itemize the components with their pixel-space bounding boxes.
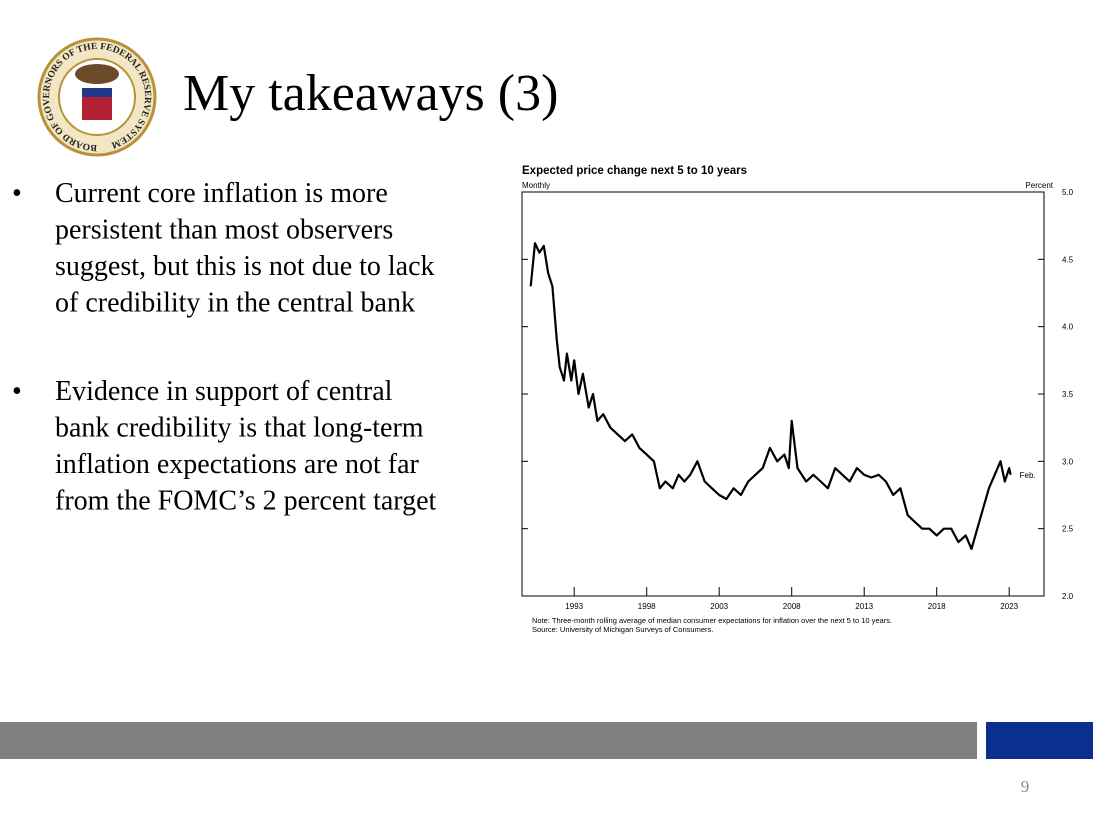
chart-source: Source: University of Michigan Surveys o… [532,625,713,634]
x-tick-label: 2003 [710,602,728,611]
x-tick-label: 2013 [855,602,873,611]
x-tick-label: 2023 [1000,602,1018,611]
bullet-line: suggest, but this is not due to lack [55,251,435,282]
bullet-line: persistent than most observers [55,215,393,246]
bullet-line: Current core inflation is more [55,178,388,209]
y-tick-label: 5.0 [1062,188,1074,197]
chart: Expected price change next 5 to 10 years… [521,165,1074,634]
chart-note: Note: Three-month rolling average of med… [532,616,892,625]
bullet-line: inflation expectations are not far [55,449,420,480]
footer-accent [986,722,1093,759]
x-tick-label: 2018 [928,602,946,611]
bullet-dot: • [12,376,22,407]
seal-eagle [75,64,119,84]
chart-title: Expected price change next 5 to 10 years [522,165,747,177]
seal: BOARD OF GOVERNORS OF THE FEDERAL RESERV… [37,37,157,157]
footer-bar [0,722,977,759]
x-tick-label: 1993 [565,602,583,611]
data-line [529,242,1012,550]
y-axis-label: Percent [1025,181,1053,190]
bullet-line: from the FOMC’s 2 percent target [55,486,437,517]
slide-title: My takeaways (3) [183,65,558,122]
y-tick-label: 3.5 [1062,390,1074,399]
bullet-line: of credibility in the central bank [55,288,415,319]
bullet-list: • Current core inflation is more persisten… [12,178,437,517]
y-tick-label: 2.5 [1062,525,1074,534]
x-tick-label: 1998 [638,602,656,611]
y-tick-label: 2.0 [1062,592,1074,601]
y-tick-label: 4.0 [1062,323,1074,332]
chart-subtitle: Monthly [522,181,550,190]
y-tick-label: 4.5 [1062,255,1074,264]
seal-shield-top [82,88,112,97]
bullet-dot: • [12,178,22,209]
bullet-line: Evidence in support of central [55,376,393,407]
page-number: 9 [1021,777,1030,796]
y-tick-label: 3.0 [1062,457,1074,466]
end-annotation: Feb. [1020,471,1036,480]
bullet-line: bank credibility is that long-term [55,413,424,444]
x-tick-label: 2008 [783,602,801,611]
